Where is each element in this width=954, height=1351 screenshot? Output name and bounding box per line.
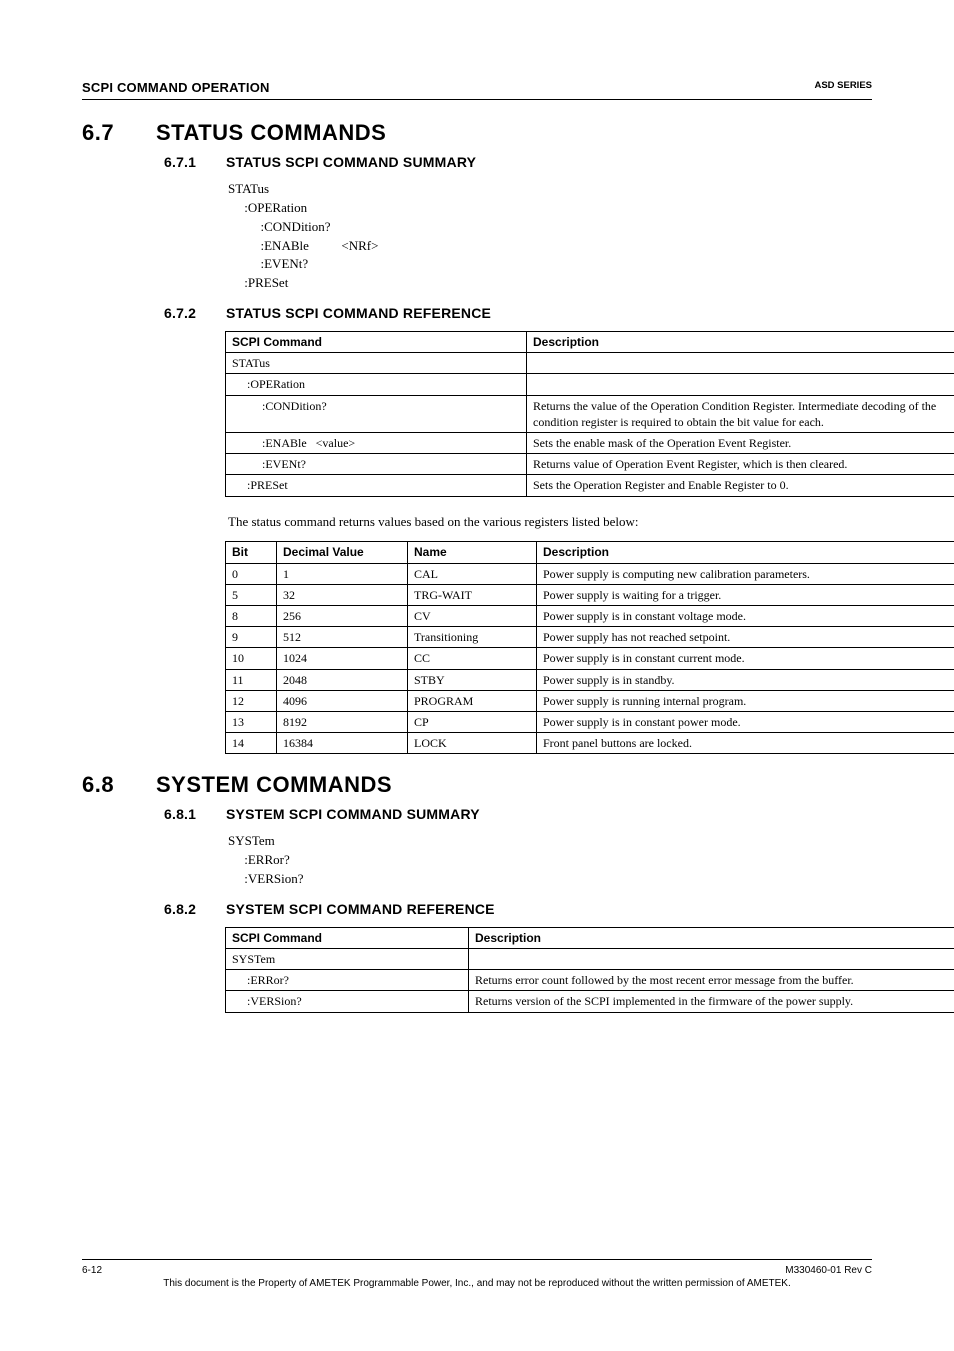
table-row: :PRESetSets the Operation Register and E… (226, 475, 954, 496)
code-line: SYSTem (228, 832, 872, 851)
table-row: :OPERation (226, 374, 954, 395)
heading-6-7: 6.7STATUS COMMANDS (82, 120, 872, 146)
col-desc-header: Description (527, 332, 954, 353)
table-row: 1416384LOCKFront panel buttons are locke… (226, 733, 954, 754)
code-line: :ERRor? (228, 851, 872, 870)
col-scpi-header: SCPI Command (226, 332, 527, 353)
table-row: 112048STBYPower supply is in standby. (226, 669, 954, 690)
table-row: 124096PROGRAMPower supply is running int… (226, 690, 954, 711)
code-line: :OPERation (228, 199, 872, 218)
table-row: :ENABle <value>Sets the enable mask of t… (226, 433, 954, 454)
table-row: :EVENt?Returns value of Operation Event … (226, 454, 954, 475)
table-row: :CONDition?Returns the value of the Oper… (226, 395, 954, 432)
table-row: 532TRG-WAITPower supply is waiting for a… (226, 584, 954, 605)
heading-6-8-2: 6.8.2SYSTEM SCPI COMMAND REFERENCE (164, 901, 872, 917)
code-line: :ENABle <NRf> (228, 237, 872, 256)
code-line: :EVENt? (228, 255, 872, 274)
heading-6-8: 6.8SYSTEM COMMANDS (82, 772, 872, 798)
table-row: STATus (226, 353, 954, 374)
footer: 6-12 M330460-01 Rev C This document is t… (82, 1245, 872, 1289)
heading-6-8-1: 6.8.1SYSTEM SCPI COMMAND SUMMARY (164, 806, 872, 822)
footer-doc: M330460-01 Rev C (785, 1265, 872, 1276)
header-left: SCPI COMMAND OPERATION (82, 80, 270, 95)
header-right: ASD SERIES (814, 80, 872, 95)
code-line: :VERSion? (228, 870, 872, 889)
rule-top (82, 99, 872, 100)
footer-legal: This document is the Property of AMETEK … (82, 1278, 872, 1289)
table-row: 101024CCPower supply is in constant curr… (226, 648, 954, 669)
code-line: :CONDition? (228, 218, 872, 237)
table-row: 8256CVPower supply is in constant voltag… (226, 605, 954, 626)
table-row: :VERSion?Returns version of the SCPI imp… (226, 991, 954, 1012)
heading-6-7-2: 6.7.2STATUS SCPI COMMAND REFERENCE (164, 305, 872, 321)
table-row: SYSTem (226, 949, 954, 970)
status-reference-table: SCPI Command Description STATus :OPERati… (225, 331, 954, 497)
heading-6-7-1: 6.7.1STATUS SCPI COMMAND SUMMARY (164, 154, 872, 170)
system-reference-table: SCPI Command Description SYSTem :ERRor?R… (225, 927, 954, 1013)
table-row: 01CALPower supply is computing new calib… (226, 563, 954, 584)
table-row: :ERRor?Returns error count followed by t… (226, 970, 954, 991)
bits-intro: The status command returns values based … (228, 513, 872, 532)
status-summary-block: STATus :OPERation :CONDition? :ENABle <N… (228, 180, 872, 293)
status-bits-table: Bit Decimal Value Name Description 01CAL… (225, 541, 954, 754)
rule-bottom (82, 1259, 872, 1260)
table-row: 9512TransitioningPower supply has not re… (226, 627, 954, 648)
code-line: :PRESet (228, 274, 872, 293)
table-row: 138192CPPower supply is in constant powe… (226, 711, 954, 732)
footer-page: 6-12 (82, 1265, 102, 1276)
system-summary-block: SYSTem :ERRor? :VERSion? (228, 832, 872, 889)
code-line: STATus (228, 180, 872, 199)
